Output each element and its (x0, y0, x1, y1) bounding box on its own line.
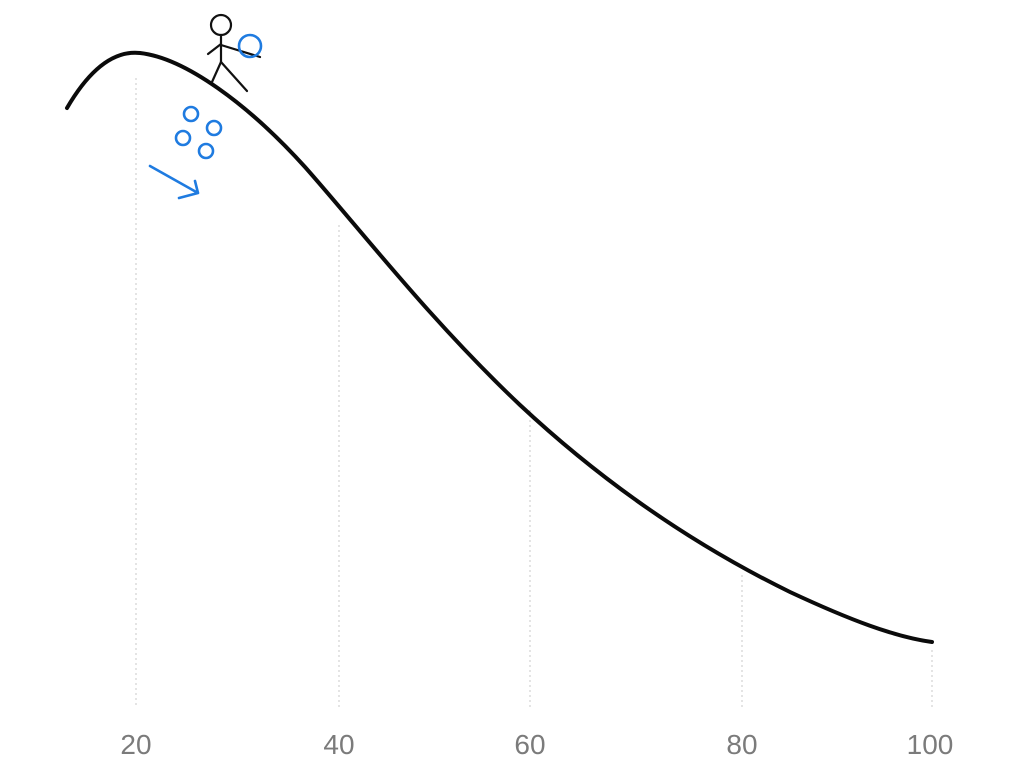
falling-ball (197, 142, 215, 160)
vertical-guides (135, 78, 933, 708)
figure-arm-left (206, 42, 223, 56)
tick-label-60: 60 (514, 729, 545, 760)
figure-leg-left (210, 60, 223, 84)
tick-label-40: 40 (323, 729, 354, 760)
tick-label-80: 80 (726, 729, 757, 760)
x-axis-labels: 20 40 60 80 100 (120, 729, 953, 760)
tick-label-100: 100 (907, 729, 954, 760)
falling-ball (174, 129, 192, 147)
stick-figure-icon (206, 13, 262, 93)
hill-curve (65, 50, 934, 644)
down-right-arrow-icon (148, 164, 200, 200)
figure-leg-right (219, 60, 249, 93)
falling-ball (205, 119, 223, 137)
falling-balls-icon (174, 105, 223, 160)
figure-head (209, 13, 233, 37)
tick-label-20: 20 (120, 729, 151, 760)
ball-icon (237, 33, 263, 59)
falling-ball (182, 105, 200, 123)
